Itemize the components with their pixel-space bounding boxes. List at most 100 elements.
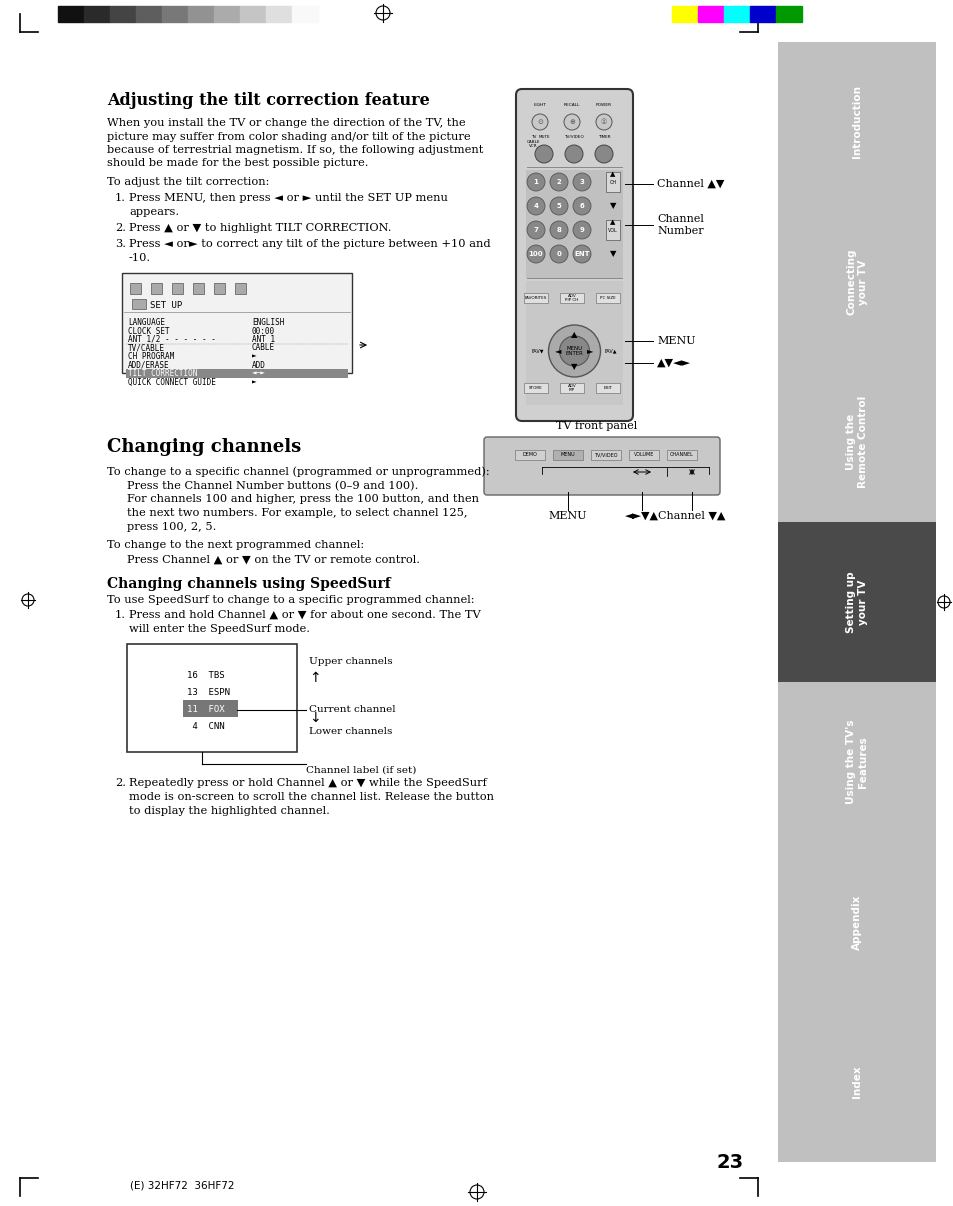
Text: FAVORITES: FAVORITES (524, 295, 547, 300)
Text: will enter the SpeedSurf mode.: will enter the SpeedSurf mode. (129, 624, 310, 634)
Text: FAV▼: FAV▼ (532, 349, 544, 353)
Text: because of terrestrial magnetism. If so, the following adjustment: because of terrestrial magnetism. If so,… (107, 145, 483, 156)
Text: ►: ► (252, 352, 256, 361)
Text: ANT 1: ANT 1 (252, 335, 274, 344)
Bar (235, 283, 246, 294)
Bar (628, 450, 659, 459)
Bar (136, 6, 162, 22)
Circle shape (532, 115, 547, 130)
Text: ENGLISH: ENGLISH (252, 318, 284, 327)
Text: ◄►▼▲: ◄►▼▲ (624, 511, 659, 521)
Text: TV/CABLE: TV/CABLE (128, 344, 165, 352)
Text: picture may suffer from color shading and/or tilt of the picture: picture may suffer from color shading an… (107, 131, 470, 141)
Text: DEMO: DEMO (522, 452, 537, 457)
Text: POWER: POWER (596, 103, 612, 107)
Text: ▲▼◄►: ▲▼◄► (657, 358, 690, 368)
Text: TV/VIDEO: TV/VIDEO (563, 135, 583, 139)
Text: 0: 0 (556, 251, 561, 257)
Text: ▼: ▼ (571, 363, 578, 371)
Circle shape (564, 145, 582, 163)
Bar (590, 450, 620, 459)
Text: ◄: ◄ (555, 346, 561, 356)
Circle shape (563, 115, 579, 130)
Bar (132, 299, 146, 309)
Text: LANGUAGE: LANGUAGE (128, 318, 165, 327)
Text: Press the Channel Number buttons (0–9 and 100).: Press the Channel Number buttons (0–9 an… (127, 481, 418, 491)
Text: ANT 1/2 - - - - - -: ANT 1/2 - - - - - - (128, 335, 215, 344)
Circle shape (526, 245, 544, 263)
Circle shape (550, 245, 567, 263)
Text: 23: 23 (716, 1153, 742, 1171)
Text: ENT: ENT (574, 251, 589, 257)
Text: 3: 3 (579, 178, 584, 185)
Text: Channel ▲▼: Channel ▲▼ (657, 178, 723, 189)
Bar (84, 6, 110, 22)
Bar (58, 6, 84, 22)
Bar (596, 293, 619, 303)
Text: should be made for the best possible picture.: should be made for the best possible pic… (107, 158, 368, 169)
Text: STORE: STORE (529, 386, 542, 390)
Bar (778, 362, 935, 522)
Text: press 100, 2, 5.: press 100, 2, 5. (127, 521, 216, 532)
Text: To change to the next programmed channel:: To change to the next programmed channel… (107, 540, 364, 550)
Text: Press Channel ▲ or ▼ on the TV or remote control.: Press Channel ▲ or ▼ on the TV or remote… (127, 555, 419, 564)
Text: ↑: ↑ (309, 671, 320, 685)
Circle shape (595, 145, 613, 163)
Text: ↓: ↓ (309, 712, 320, 725)
Bar (666, 450, 697, 459)
Bar (698, 6, 723, 22)
Text: TV
CABLE
VCR: TV CABLE VCR (526, 135, 540, 148)
Circle shape (526, 197, 544, 215)
Text: ▲: ▲ (571, 330, 578, 340)
Bar (749, 6, 775, 22)
Text: Adjusting the tilt correction feature: Adjusting the tilt correction feature (107, 92, 429, 109)
Text: LIGHT: LIGHT (533, 103, 546, 107)
Circle shape (573, 221, 590, 239)
Bar (723, 6, 749, 22)
Text: Lower channels: Lower channels (309, 727, 392, 737)
Text: MENU: MENU (548, 511, 587, 521)
Text: ①: ① (600, 119, 606, 125)
Text: Index: Index (851, 1066, 862, 1099)
Text: ►: ► (252, 377, 256, 386)
Text: the next two numbers. For example, to select channel 125,: the next two numbers. For example, to se… (127, 508, 467, 519)
Bar (523, 384, 547, 393)
Text: ▼: ▼ (609, 250, 616, 258)
Circle shape (558, 336, 589, 365)
Text: Upper channels: Upper channels (309, 657, 393, 667)
Text: Press MENU, then press ◄ or ► until the SET UP menu: Press MENU, then press ◄ or ► until the … (129, 193, 447, 203)
Text: ADV
PIP: ADV PIP (567, 384, 576, 392)
Bar (183, 699, 237, 718)
Bar (183, 718, 237, 734)
Text: Connecting
your TV: Connecting your TV (845, 248, 867, 315)
Text: CH PROGRAM: CH PROGRAM (128, 352, 174, 361)
Text: CABLE: CABLE (252, 344, 274, 352)
Circle shape (548, 324, 599, 377)
Circle shape (526, 221, 544, 239)
Text: -10.: -10. (129, 253, 151, 263)
Text: SET UP: SET UP (150, 302, 182, 310)
Text: to display the highlighted channel.: to display the highlighted channel. (129, 806, 330, 816)
Circle shape (535, 145, 553, 163)
Bar (778, 201, 935, 362)
Text: Setting up
your TV: Setting up your TV (845, 572, 867, 633)
Text: Repeatedly press or hold Channel ▲ or ▼ while the SpeedSurf: Repeatedly press or hold Channel ▲ or ▼ … (129, 778, 486, 788)
Text: TIMER: TIMER (598, 135, 610, 139)
Text: To adjust the tilt correction:: To adjust the tilt correction: (107, 177, 269, 187)
Text: (E) 32HF72  36HF72: (E) 32HF72 36HF72 (130, 1179, 234, 1190)
Circle shape (573, 172, 590, 191)
Circle shape (550, 197, 567, 215)
Text: 9: 9 (579, 227, 584, 233)
Text: EXIT: EXIT (603, 386, 612, 390)
Text: RECALL: RECALL (563, 103, 579, 107)
Text: ⊕: ⊕ (569, 119, 575, 125)
Text: For channels 100 and higher, press the 100 button, and then: For channels 100 and higher, press the 1… (127, 494, 478, 504)
Text: CLOCK SET: CLOCK SET (128, 327, 170, 335)
Text: TV/VIDEO: TV/VIDEO (594, 452, 618, 457)
Text: ►: ► (587, 346, 593, 356)
Text: 00:00: 00:00 (252, 327, 274, 335)
Text: 8: 8 (556, 227, 561, 233)
Bar (240, 6, 266, 22)
Bar (525, 281, 622, 405)
Text: MENU: MENU (657, 336, 695, 346)
